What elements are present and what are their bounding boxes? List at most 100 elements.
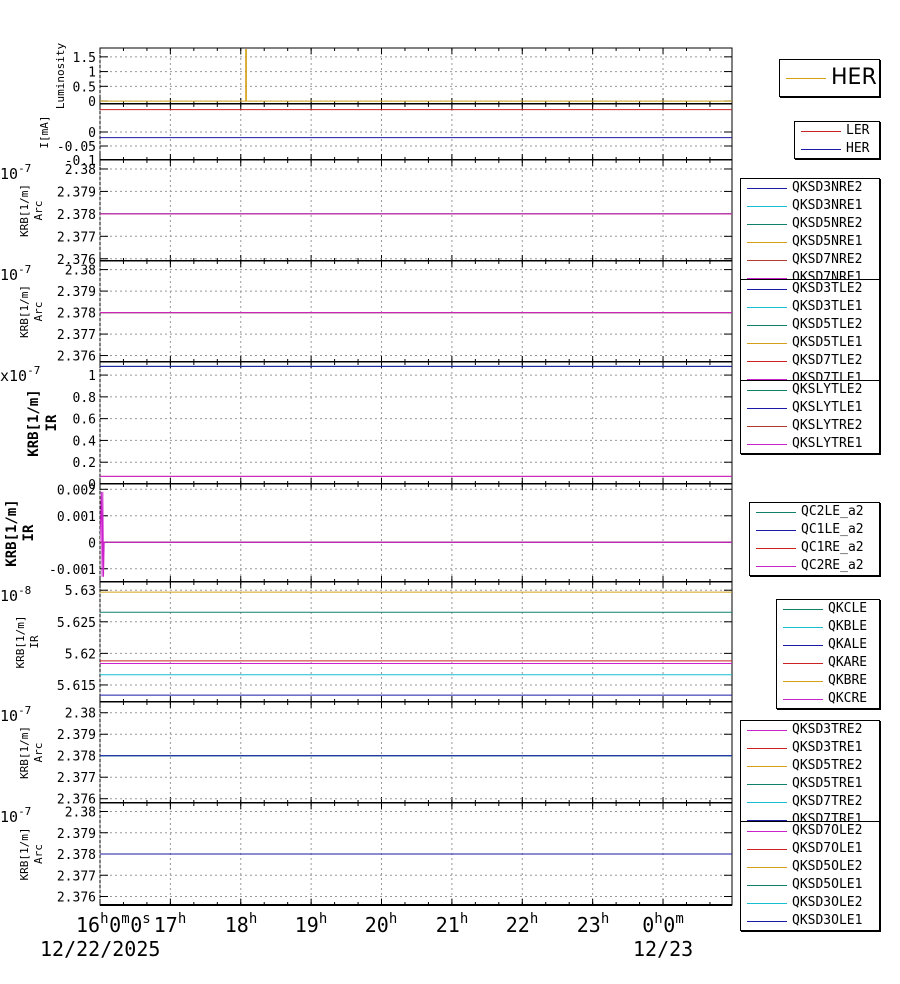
x-tick-label: 17h <box>154 911 187 937</box>
panel-9: 2.376 2.377 2.378 2.379 2.38 KRB[1/m] Arc 10-7 <box>0 802 733 906</box>
legend-panel-8: QKSD3TRE2 QKSD3TRE1 QKSD5TRE2 QKSD5TRE1 QKSD… <box>740 720 880 830</box>
legend-swatch <box>747 867 787 868</box>
y-tick-label: 5.62 <box>65 647 96 662</box>
legend-label: QC2LE_a2 <box>801 504 864 519</box>
legend-swatch <box>747 390 787 391</box>
panel-frame <box>99 701 733 804</box>
legend-label: QKARE <box>828 655 868 670</box>
legend-label: QKSD5OLE2 <box>792 859 863 874</box>
legend-entry: QKSD7OLE1 <box>741 840 879 858</box>
panel-4: 2.376 2.377 2.378 2.379 2.38 KRB[1/m] Arc 10-7 <box>0 260 733 365</box>
legend-entry: QKSD5OLE1 <box>741 876 879 894</box>
y-axis-sublabel: Arc <box>32 302 45 322</box>
legend-swatch <box>783 609 823 610</box>
y-tick-label: -0.1 <box>65 154 96 169</box>
y-tick-label: 2.378 <box>57 307 96 322</box>
legend-label: QKSD7OLE2 <box>792 823 863 838</box>
y-axis-sublabel: IR <box>28 635 41 649</box>
panel-5: 0 0.2 0.4 0.6 0.8 1 KRB[1/m] IR x10-7 <box>0 361 733 493</box>
legend-swatch <box>747 426 787 427</box>
legend-label: LER <box>846 123 870 138</box>
y-tick-label: 0 <box>88 536 96 551</box>
legend-panel-3: QKSD3NRE2 QKSD3NRE1 QKSD5NRE2 QKSD5NRE1 QKSD… <box>740 178 880 288</box>
legend-panel-5: QKSLYTLE2 QKSLYTLE1 QKSLYTRE2 QKSLYTRE1 <box>740 380 880 454</box>
legend-entry: QKSD7NRE2 <box>741 251 879 269</box>
y-tick-label: 2.377 <box>57 869 96 884</box>
panel-7: 5.615 5.62 5.625 5.63 KRB[1/m] IR 10-8 <box>0 581 733 703</box>
y-tick-label: 2.379 <box>57 728 96 743</box>
panel-3: 2.376 2.377 2.378 2.379 2.38 KRB[1/m] Arc 10-7 <box>0 159 733 268</box>
legend-entry: QKSD3TRE1 <box>741 739 879 757</box>
y-tick-label: 2.38 <box>65 806 96 821</box>
legend-entry: QKSLYTRE2 <box>741 417 879 435</box>
legend-label: QKSD5NRE1 <box>792 234 863 249</box>
legend-label: QKBLE <box>828 619 868 634</box>
legend-entry: QKCRE <box>777 690 879 708</box>
legend-entry: QKCLE <box>777 600 879 618</box>
legend-entry: QC1LE_a2 <box>750 521 879 539</box>
y-axis-label: I[mA] <box>38 115 51 148</box>
legend-swatch <box>747 188 787 189</box>
legend-entry: QKSD3TLE1 <box>741 298 879 316</box>
x-tick-unit: h <box>178 911 186 927</box>
x-tick-unit: s <box>142 911 150 927</box>
y-exponent-label: 10-7 <box>0 263 31 284</box>
legend-entry: QKSD3NRE1 <box>741 197 879 215</box>
x-tick-unit: h <box>460 911 468 927</box>
legend-label: QC2RE_a2 <box>801 558 864 573</box>
legend-label: QC1LE_a2 <box>801 522 864 537</box>
legend-label: QKSD5OLE1 <box>792 877 863 892</box>
legend-label: QKSD5TLE1 <box>792 335 863 350</box>
legend-label: QKSLYTLE1 <box>792 400 863 415</box>
y-exponent-power: -7 <box>27 364 40 377</box>
legend-swatch <box>783 699 823 700</box>
legend-entry: QKSD7TLE2 <box>741 352 879 370</box>
legend-entry: QKSD5TLE1 <box>741 334 879 352</box>
x-tick-value: 0 <box>109 913 121 937</box>
y-axis-label: KRB[1/m] <box>26 389 42 456</box>
y-tick-label: 2.376 <box>57 253 96 268</box>
y-tick-label: 2.378 <box>57 750 96 765</box>
y-tick-label: -0.001 <box>49 563 96 578</box>
legend-swatch <box>747 408 787 409</box>
legend-label: QKSD3TLE2 <box>792 281 863 296</box>
y-tick-label: 2.377 <box>57 328 96 343</box>
y-tick-label: 2.377 <box>57 230 96 245</box>
legend-swatch <box>747 820 787 821</box>
legend-entry: QKSD3OLE2 <box>741 894 879 912</box>
legend-swatch <box>747 278 787 279</box>
y-exponent-power: -7 <box>18 805 31 818</box>
y-axis-sublabel: Arc <box>32 844 45 864</box>
legend-label: QKSD5TRE1 <box>792 776 863 791</box>
legend-swatch <box>747 885 787 886</box>
legend-swatch <box>756 530 796 531</box>
y-tick-label: 5.615 <box>57 679 96 694</box>
y-axis-sublabel: IR <box>44 414 60 431</box>
y-tick-label: 2.377 <box>57 771 96 786</box>
x-tick-unit: m <box>675 911 683 927</box>
legend-panel-6: QC2LE_a2 QC1LE_a2 QC1RE_a2 QC2RE_a2 <box>749 502 880 576</box>
legend-label: QKSD3NRE2 <box>792 180 863 195</box>
legend-label: QKSD3TRE2 <box>792 722 863 737</box>
legend-entry: QKSD5TRE2 <box>741 757 879 775</box>
x-tick-value: 18 <box>225 913 249 937</box>
legend-swatch <box>783 663 823 664</box>
panel-frame <box>99 361 733 485</box>
x-axis: 16h 0m 0s 17h 18h 19h 20h 21h 22h 23h 0h… <box>40 911 693 961</box>
y-tick-label: 0.8 <box>73 391 96 406</box>
x-tick-label: 16h 0m 0s <box>76 911 151 937</box>
legend-swatch <box>756 566 796 567</box>
x-tick-unit: h <box>654 911 662 927</box>
panel-frame <box>99 581 733 703</box>
legend-swatch <box>783 681 823 682</box>
legend-label: QKBRE <box>828 673 868 688</box>
legend-swatch <box>747 343 787 344</box>
legend-label: QC1RE_a2 <box>801 540 864 555</box>
legend-swatch <box>786 78 826 79</box>
y-tick-label: 0.002 <box>57 483 96 498</box>
legend-panel-1: HER <box>779 59 880 97</box>
legend-swatch <box>756 512 796 513</box>
legend-swatch <box>747 784 787 785</box>
legend-entry: QKSD5OLE2 <box>741 858 879 876</box>
